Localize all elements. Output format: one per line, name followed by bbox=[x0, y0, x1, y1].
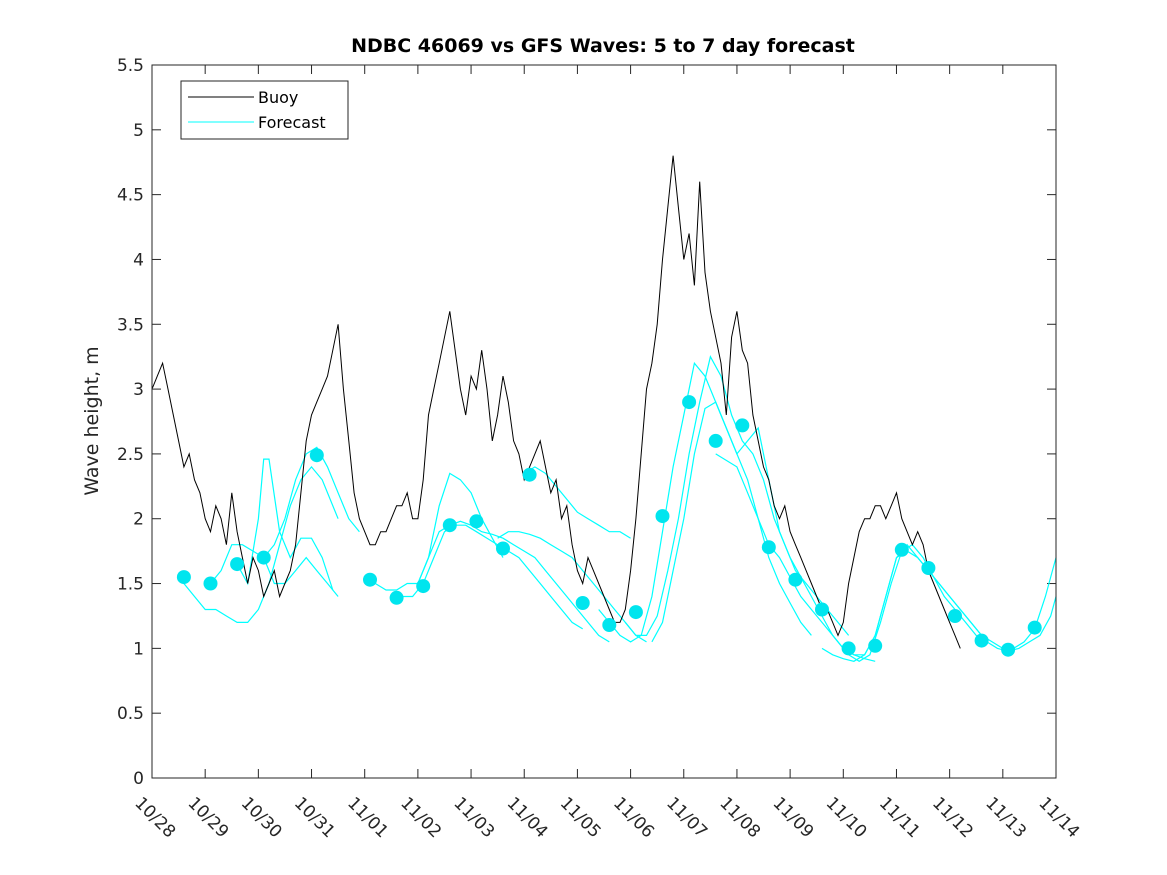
forecast-marker bbox=[1001, 642, 1016, 657]
legend-forecast-label: Forecast bbox=[258, 113, 326, 132]
forecast-run-line bbox=[821, 550, 1057, 662]
chart-title: NDBC 46069 vs GFS Waves: 5 to 7 day fore… bbox=[351, 35, 855, 57]
forecast-marker bbox=[735, 418, 750, 433]
forecast-marker bbox=[921, 561, 936, 575]
y-tick-label: 2.5 bbox=[117, 445, 144, 465]
y-tick-label: 0 bbox=[133, 769, 144, 789]
forecast-marker bbox=[256, 550, 271, 565]
y-axis: 0 0.5 1 1.5 2 2.5 3 3.5 4 4.5 5 5.5 bbox=[117, 56, 144, 789]
forecast-marker bbox=[708, 433, 723, 448]
forecast-marker bbox=[575, 596, 590, 610]
y-tick-label: 1.5 bbox=[117, 575, 144, 595]
y-tick-label: 4 bbox=[133, 250, 144, 270]
forecast-marker bbox=[628, 605, 643, 620]
axes-box bbox=[151, 64, 1057, 779]
forecast-marker bbox=[761, 540, 776, 555]
forecast-marker bbox=[363, 572, 377, 587]
legend-buoy-label: Buoy bbox=[258, 88, 298, 107]
y-tick-label: 4.5 bbox=[117, 186, 144, 206]
forecast-run-line bbox=[364, 472, 504, 591]
y-tick-label: 2 bbox=[133, 510, 144, 530]
y-tick-label: 3.5 bbox=[117, 315, 144, 335]
forecast-marker bbox=[496, 541, 510, 556]
forecast-run-line bbox=[236, 458, 334, 591]
forecast-marker bbox=[841, 641, 856, 656]
forecast-run-line bbox=[598, 361, 812, 643]
forecast-run-line bbox=[183, 465, 339, 624]
forecast-run-line bbox=[263, 556, 339, 597]
forecast-marker bbox=[469, 514, 484, 529]
forecast-marker bbox=[948, 609, 962, 623]
y-tick-label: 5.5 bbox=[117, 56, 144, 76]
y-tick-label: 1 bbox=[133, 639, 144, 659]
forecast-marker bbox=[602, 618, 617, 632]
y-tick-label: 0.5 bbox=[117, 704, 144, 724]
forecast-run-line bbox=[523, 466, 631, 539]
y-tick-label: 5 bbox=[133, 121, 144, 141]
forecast-marker bbox=[788, 572, 803, 587]
tick-marks bbox=[151, 64, 1057, 779]
forecast-marker bbox=[655, 509, 670, 524]
forecast-marker bbox=[230, 557, 245, 572]
forecast-marker bbox=[682, 395, 697, 410]
forecast-run-line bbox=[210, 446, 360, 584]
forecast-marker bbox=[815, 602, 829, 617]
forecast-marker bbox=[442, 518, 457, 533]
forecast-marker bbox=[974, 633, 989, 648]
marker-layer bbox=[176, 395, 1042, 657]
y-axis-label: Wave height, m bbox=[81, 346, 103, 495]
forecast-marker bbox=[203, 576, 218, 591]
forecast-marker bbox=[416, 579, 431, 594]
forecast-marker bbox=[176, 570, 191, 585]
forecast-marker bbox=[522, 467, 537, 482]
forecast-marker bbox=[1027, 620, 1042, 635]
y-tick-label: 3 bbox=[133, 380, 144, 400]
forecast-marker bbox=[894, 542, 909, 557]
legend-box bbox=[180, 80, 349, 140]
forecast-marker bbox=[309, 448, 324, 463]
forecast-marker bbox=[868, 638, 883, 653]
plot-area bbox=[152, 65, 1056, 778]
legend: Buoy Forecast bbox=[180, 80, 349, 140]
forecast-marker bbox=[389, 590, 404, 605]
